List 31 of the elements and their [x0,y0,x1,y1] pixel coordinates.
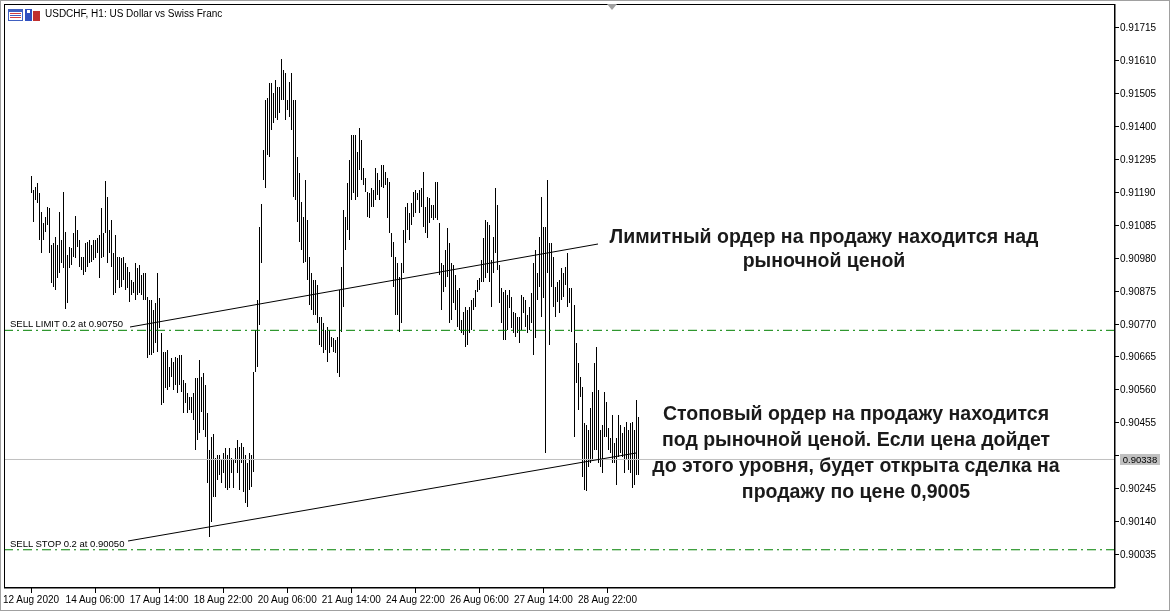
y-tick-label: 0.91295 [1120,153,1157,165]
y-tick-label: 0.91610 [1120,55,1157,67]
y-tick-label: 0.91085 [1120,219,1157,231]
y-tick-label: 0.90140 [1120,516,1157,528]
y-tick-label: 0.90665 [1120,351,1157,363]
y-tick-label: 0.90455 [1120,417,1157,429]
annotation: Лимитный ордер на продажу находится над рыночной ценой [608,224,1040,272]
ref-line-label: SELL LIMIT 0.2 at 0.90750 [10,318,124,330]
chart-title: USDCHF, H1: US Dollar vs Swiss Franc [45,8,223,20]
x-tick-label: 24 Aug 22:00 [385,593,446,605]
x-tick-label: 18 Aug 22:00 [193,593,254,605]
y-tick-label: 0.91505 [1120,88,1157,100]
x-tick-label: 14 Aug 06:00 [65,593,125,605]
x-tick-label: 27 Aug 14:00 [514,593,574,605]
y-tick-label: 0.90035 [1120,548,1157,560]
y-tick-label: 0.90245 [1120,483,1157,495]
x-tick-label: 17 Aug 14:00 [129,593,190,605]
y-tick-label: 0.90770 [1120,318,1157,330]
x-tick-label: 12 Aug 2020 [2,593,60,605]
x-tick-label: 21 Aug 14:00 [321,593,382,605]
annotation: Стоповый ордер на продажу находится под рыночной ценой. Если цена дойдет до этого уровня, будет открыта сделка на продажу по цене 0,9005 [651,401,1061,504]
x-tick-label: 26 Aug 06:00 [449,593,510,605]
y-tick-label: 0.90980 [1120,252,1157,264]
y-tick-label: 0.91715 [1120,22,1157,34]
x-tick-label: 20 Aug 06:00 [257,593,318,605]
y-tick-label: 0.91190 [1120,186,1156,198]
y-tick-label: 0.91400 [1120,121,1157,133]
x-tick-label: 28 Aug 22:00 [578,593,638,605]
y-tick-label: 0.90560 [1120,384,1157,396]
y-tick-label: 0.90875 [1120,285,1157,297]
ref-line-label: SELL STOP 0.2 at 0.90050 [10,537,125,549]
